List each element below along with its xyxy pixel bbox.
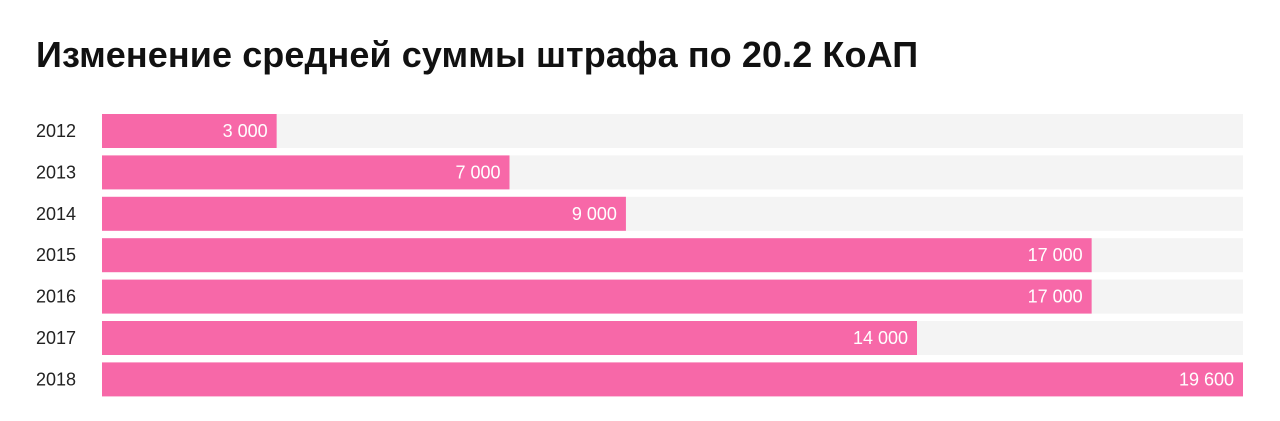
value-label: 17 000: [1028, 287, 1083, 307]
value-label: 19 600: [1179, 369, 1234, 389]
value-label: 14 000: [853, 328, 908, 348]
category-label: 2013: [36, 162, 76, 182]
chart-title: Изменение средней суммы штрафа по 20.2 К…: [36, 34, 919, 75]
bar-track: [102, 114, 1243, 148]
bar-2016: [102, 279, 1092, 314]
category-label: 2016: [36, 287, 76, 307]
value-label: 9 000: [572, 204, 617, 224]
bar-2015: [102, 238, 1092, 273]
value-label: 3 000: [223, 121, 268, 141]
category-label: 2015: [36, 245, 76, 265]
bar-2018: [102, 362, 1243, 397]
bar-rows: 2012 3 000 2013 7 000 2014 9 000 2015 17 000 201…: [36, 114, 1243, 397]
bar-2017: [102, 321, 917, 355]
bar-2012: [102, 114, 277, 148]
category-label: 2017: [36, 328, 76, 348]
category-label: 2012: [36, 121, 76, 141]
category-label: 2014: [36, 204, 76, 224]
category-label: 2018: [36, 369, 76, 389]
value-label: 7 000: [455, 162, 500, 182]
value-label: 17 000: [1028, 245, 1083, 265]
bar-2013: [102, 155, 510, 190]
bar-2014: [102, 196, 626, 231]
